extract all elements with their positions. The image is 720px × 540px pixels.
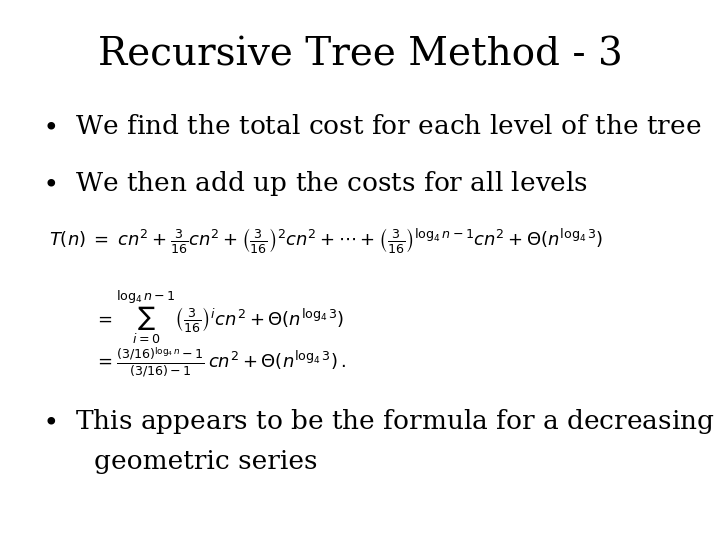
Text: $= \frac{(3/16)^{\log_4 n} - 1}{(3/16) - 1}\, cn^2 + \Theta(n^{\log_4 3})\,.$: $= \frac{(3/16)^{\log_4 n} - 1}{(3/16) -… [94,345,346,380]
Text: $\bullet$  We then add up the costs for all levels: $\bullet$ We then add up the costs for a… [42,169,588,198]
Text: geometric series: geometric series [94,449,318,474]
Text: $= \sum_{i=0}^{\log_4 n - 1} \left(\frac{3}{16}\right)^{i} cn^2 + \Theta(n^{\log: $= \sum_{i=0}^{\log_4 n - 1} \left(\frac… [94,288,344,346]
Text: $\bullet$  We find the total cost for each level of the tree: $\bullet$ We find the total cost for eac… [42,114,701,139]
Text: $T(n) \;=\; cn^2 + \frac{3}{16}cn^2 + \left(\frac{3}{16}\right)^{2} cn^2 + \cdot: $T(n) \;=\; cn^2 + \frac{3}{16}cn^2 + \l… [49,226,603,255]
Text: $\bullet$  This appears to be the formula for a decreasing: $\bullet$ This appears to be the formula… [42,407,715,436]
Text: Recursive Tree Method - 3: Recursive Tree Method - 3 [98,37,622,74]
